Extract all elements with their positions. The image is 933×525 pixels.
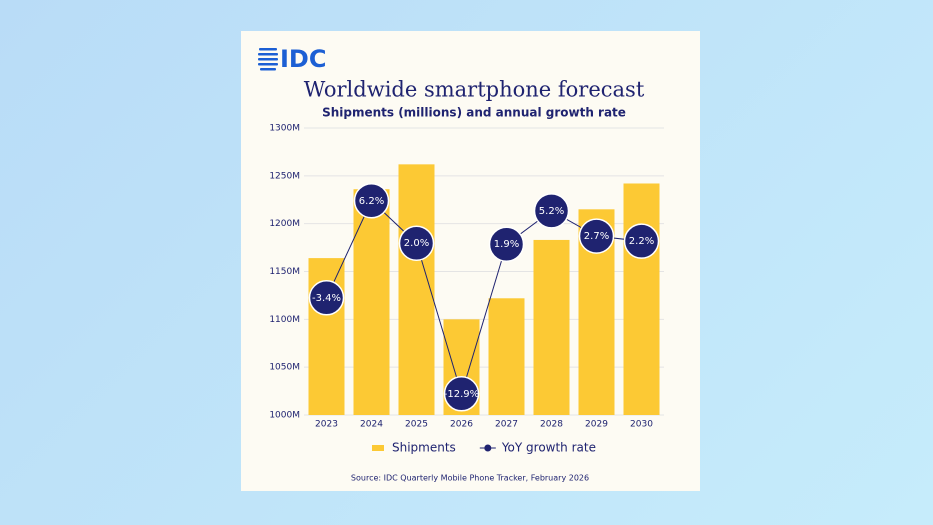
bar (533, 239, 570, 415)
marker (488, 226, 525, 262)
y-tick-label: 1100M (269, 315, 300, 325)
bar (488, 298, 525, 415)
data-label: -12.9% (444, 389, 479, 400)
y-tick-label: 1150M (269, 267, 300, 277)
logo: IDC (280, 45, 326, 73)
logo-icon (258, 48, 278, 71)
data-label: 5.2% (539, 206, 564, 217)
marker (533, 193, 570, 229)
data-label: 2.2% (629, 236, 654, 247)
bar (398, 164, 435, 415)
marker (308, 280, 345, 316)
marker (353, 183, 390, 219)
marker (623, 223, 660, 259)
y-tick-label: 1050M (269, 363, 300, 373)
marker (578, 218, 615, 254)
data-label: -3.4% (312, 293, 341, 304)
marker (398, 225, 435, 261)
bar (353, 189, 390, 415)
y-tick-label: 1250M (269, 171, 300, 181)
x-tick-label: 2026 (450, 420, 473, 430)
legend-swatch (372, 445, 384, 451)
data-label: 6.2% (359, 196, 384, 207)
x-tick-label: 2027 (495, 420, 518, 430)
x-tick-label: 2028 (540, 420, 563, 430)
chart-title: Worldwide smartphone forecast (304, 78, 645, 102)
chart-subtitle: Shipments (millions) and annual growth r… (322, 106, 626, 120)
x-tick-label: 2023 (315, 420, 338, 430)
data-label: 2.7% (584, 231, 609, 242)
x-tick-label: 2025 (405, 420, 428, 430)
data-label: 1.9% (494, 239, 519, 250)
data-label: 2.0% (404, 238, 429, 249)
legend-label: YoY growth rate (501, 441, 596, 455)
x-tick-label: 2030 (630, 420, 653, 430)
legend-swatch (484, 444, 492, 452)
y-tick-label: 1000M (269, 411, 300, 421)
bar (623, 183, 660, 415)
legend-label: Shipments (392, 441, 456, 455)
marker (443, 376, 480, 412)
x-tick-label: 2024 (360, 420, 383, 430)
y-tick-label: 1200M (269, 219, 300, 229)
source: Source: IDC Quarterly Mobile Phone Track… (351, 474, 589, 483)
x-tick-label: 2029 (585, 420, 608, 430)
y-tick-label: 1300M (269, 124, 300, 134)
